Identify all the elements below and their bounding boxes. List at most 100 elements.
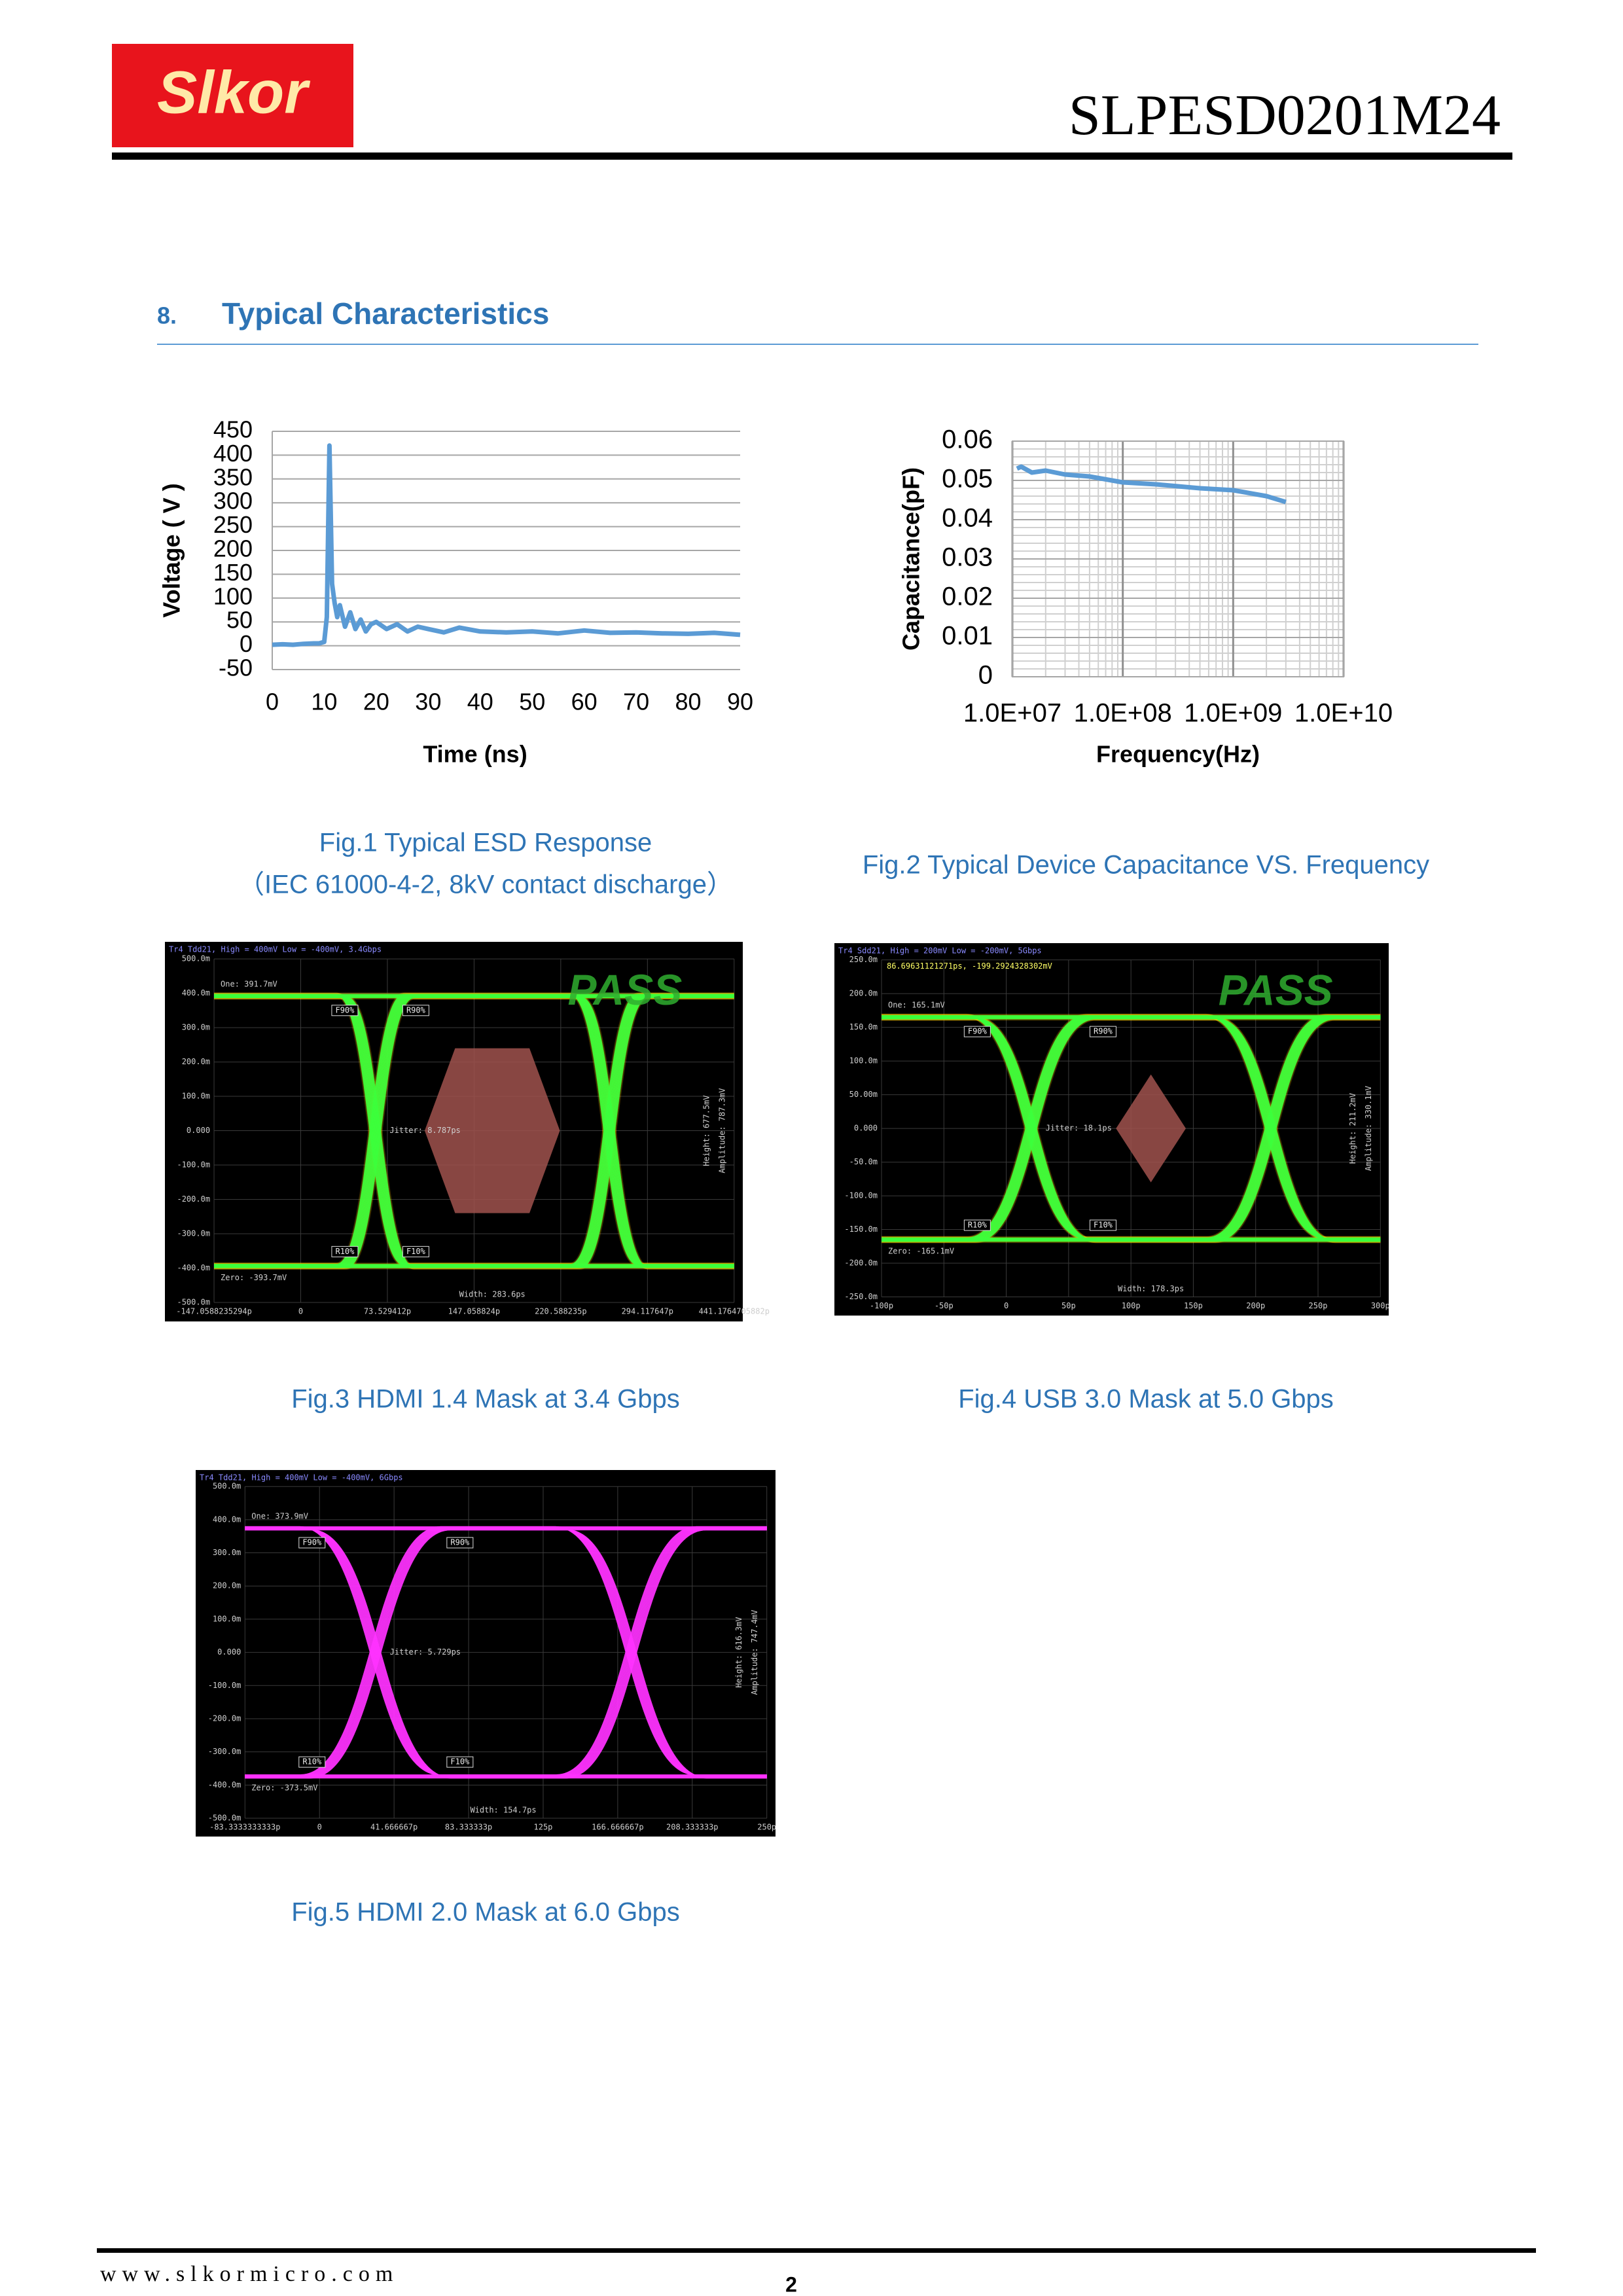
eye-label: 86.69631121271ps, -199.2924328302mV (887, 961, 1052, 971)
eye-label: Tr4 Tdd21, High = 400mV Low = -400mV, 3.… (169, 945, 382, 954)
y-tick-label: 300 (213, 488, 253, 514)
eye-label: 50.00m (849, 1090, 878, 1099)
marker-box (446, 1537, 474, 1549)
eye-label: 250p (1309, 1301, 1328, 1310)
eye-trace (245, 1527, 767, 1777)
eye-label: 250p (757, 1823, 776, 1832)
eye-trace (214, 994, 734, 1266)
header-rule (112, 152, 1512, 160)
eye-trace (245, 1529, 767, 1779)
eye-label: 166.666667p (592, 1823, 643, 1832)
eye-label: Amplitude: 787.3mV (717, 1088, 726, 1174)
x-tick-label: 0 (266, 689, 279, 715)
eye-label: 73.529412p (364, 1307, 411, 1316)
eye-trace (881, 1018, 1381, 1242)
eye-label: 200p (1246, 1301, 1265, 1310)
eye-label: One: 391.7mV (221, 979, 277, 988)
eye-trace (245, 1526, 767, 1776)
eye-mask (1116, 1074, 1186, 1183)
eye-trace (245, 1526, 767, 1776)
eye-label: -400.0m (208, 1780, 241, 1789)
y-tick-label: 0.02 (942, 583, 993, 611)
y-tick-label: 0.05 (942, 465, 993, 493)
y-tick-label: 450 (213, 416, 253, 443)
eye-label: -100p (870, 1301, 893, 1310)
eye-label: 100.0m (182, 1092, 210, 1101)
eye-trace (214, 995, 734, 1266)
x-tick-label: 40 (467, 689, 493, 715)
eye-label: R90% (450, 1538, 470, 1547)
eye-diagram: Tr4 Tdd21, High = 400mV Low = -400mV, 6G… (196, 1470, 776, 1837)
y-tick-label: 0 (240, 630, 253, 657)
eye-label: 83.333333p (445, 1823, 492, 1832)
eye-label: -200.0m (208, 1713, 241, 1723)
x-tick-label: 70 (623, 689, 649, 715)
eye-label: Zero: -165.1mV (888, 1247, 954, 1256)
eye-label: 441.1764705882p (699, 1307, 770, 1316)
eye-trace (245, 1527, 767, 1776)
eye-label: 0 (1004, 1301, 1008, 1310)
eye-label: -400.0m (177, 1263, 210, 1272)
eye-trace (214, 995, 734, 1266)
eye-label: -500.0m (177, 1298, 210, 1307)
eye-trace (881, 1016, 1381, 1240)
marker-box (963, 1219, 991, 1231)
eye-label: -500.0m (208, 1814, 241, 1823)
marker-box (1089, 1219, 1116, 1231)
eye-label: 100p (1122, 1301, 1141, 1310)
caption: （IEC 61000-4-2, 8kV contact discharge） (238, 870, 733, 899)
eye-label: Jitter: 5.729ps (390, 1647, 461, 1657)
y-tick-label: 150 (213, 559, 253, 586)
page-number: 2 (785, 2272, 797, 2296)
logo-box (112, 44, 353, 147)
eye-label: 500.0m (182, 954, 210, 963)
x-tick-label: 30 (415, 689, 441, 715)
eye-label: -100.0m (208, 1681, 241, 1690)
eye-trace (881, 1016, 1381, 1240)
eye-label: F90% (968, 1027, 988, 1036)
x-tick-label: 1.0E+09 (1184, 699, 1282, 728)
x-axis-title: Frequency(Hz) (1096, 741, 1260, 768)
part-number: SLPESD0201M24 (1069, 84, 1501, 147)
eye-label: R90% (406, 1005, 426, 1014)
eye-label: 150.0m (849, 1022, 878, 1031)
eye-label: 200.0m (182, 1057, 210, 1066)
eye-label: Height: 616.3mV (734, 1617, 743, 1687)
eye-trace (245, 1528, 767, 1777)
eye-label: 500.0m (213, 1482, 241, 1491)
eye-label: 0 (317, 1823, 322, 1832)
eye-trace (245, 1529, 767, 1779)
y-tick-label: 400 (213, 440, 253, 467)
y-tick-label: 350 (213, 463, 253, 490)
eye-trace (214, 997, 734, 1268)
eye-label: One: 165.1mV (888, 1001, 945, 1010)
caption: Fig.5 HDMI 2.0 Mask at 6.0 Gbps (291, 1898, 680, 1927)
eye-label: Tr4 Sdd21, High = 200mV Low = -200mV, 5G… (838, 946, 1042, 956)
caption: Fig.1 Typical ESD Response (319, 829, 652, 857)
footer-rule (97, 2248, 1536, 2253)
eye-trace (214, 995, 734, 1266)
eye-label: -200.0m (177, 1194, 210, 1204)
section-number: 8. (157, 302, 177, 329)
data-line (1016, 464, 1287, 505)
eye-label: 294.117647p (622, 1307, 673, 1316)
eye-trace (881, 1014, 1381, 1239)
y-tick-label: 200 (213, 535, 253, 562)
eye-label: Height: 677.5mV (702, 1095, 711, 1166)
marker-box (298, 1756, 326, 1768)
eye-label: Width: 178.3ps (1118, 1284, 1184, 1293)
section-title: Typical Characteristics (222, 296, 549, 331)
eye-trace (881, 1016, 1381, 1240)
eye-trace (214, 995, 734, 1267)
eye-label: -50.0m (849, 1157, 878, 1166)
eye-trace (214, 995, 734, 1267)
marker-box (446, 1756, 474, 1768)
y-axis-title: Voltage ( V ) (158, 483, 185, 617)
x-tick-label: 50 (519, 689, 545, 715)
eye-trace (214, 996, 734, 1268)
eye-background (196, 1470, 776, 1837)
eye-label: Width: 154.7ps (470, 1806, 536, 1815)
eye-trace (245, 1528, 767, 1778)
eye-label: 0.000 (217, 1647, 241, 1657)
